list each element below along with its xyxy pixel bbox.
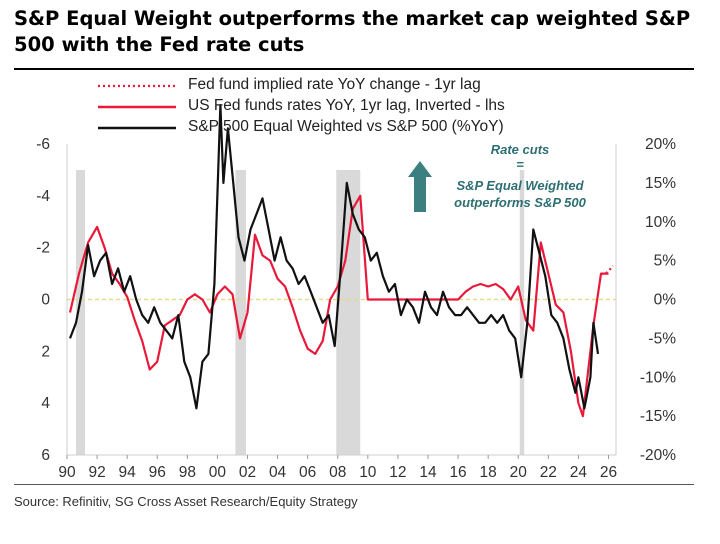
right-axis-tick-label: -10% [640,369,676,386]
left-axis-tick-label: 4 [41,395,50,412]
x-axis-tick-label: 98 [179,464,196,481]
annotation-line-2: = [516,157,524,172]
x-axis-tick-label: 14 [419,464,437,481]
x-axis-tick-label: 08 [329,464,346,481]
right-axis-tick-label: 0% [654,292,677,309]
recession-bands [76,170,525,455]
left-axis-tick-label: 0 [41,292,50,309]
recession-band-1 [235,170,246,455]
x-axis-tick-label: 02 [239,464,256,481]
legend-label-equal-weight: S&P 500 Equal Weighted vs S&P 500 (%YoY) [188,118,504,135]
series-line-equal-weight [68,104,600,410]
right-axis-tick-label: -20% [640,447,676,464]
x-axis-tick-label: 26 [600,464,617,481]
x-axis-tick-label: 04 [269,464,287,481]
legend-label-implied-rate: Fed fund implied rate YoY change - 1yr l… [188,76,481,93]
x-axis-tick-label: 22 [540,464,557,481]
left-axis-tick-label: -4 [36,188,50,205]
right-axis-tick-label: 10% [645,214,676,231]
legend-label-fed-funds: US Fed funds rates YoY, 1yr lag, Inverte… [188,97,505,114]
x-axis-tick-label: 12 [389,464,406,481]
x-axis-tick-label: 20 [510,464,528,481]
series-line-fed-funds [68,194,609,418]
annotation-line-4: outperforms S&P 500 [454,195,586,210]
legend-swatch-solid-red [98,105,176,109]
footer-divider [14,484,694,485]
annotation-group: Rate cuts = S&P Equal Weighted outperfor… [408,142,587,212]
series-line-implied-rate [601,265,614,275]
right-axis-tick-label: 5% [654,253,677,270]
right-axis-tick-label: 20% [645,136,676,153]
x-axis-tick-label: 92 [88,464,105,481]
annotation-line-3: S&P Equal Weighted [456,178,584,193]
x-axis-tick-label: 16 [449,464,466,481]
recession-band-0 [76,170,86,455]
axes: -6-4-2024620%15%10%5%0%-5%-10%-15%-20%90… [36,136,676,481]
right-axis-tick-label: -5% [648,330,676,347]
x-axis-tick-label: 96 [149,464,166,481]
right-axis-tick-label: -15% [640,408,676,425]
x-axis-tick-label: 00 [209,464,227,481]
left-axis-tick-label: 2 [41,343,50,360]
legend-swatch-dotted-red [98,84,176,88]
x-axis-tick-label: 10 [359,464,377,481]
x-axis-tick-label: 24 [570,464,588,481]
x-axis-tick-label: 06 [299,464,316,481]
legend-swatch-solid-black [98,126,176,130]
chart-title: S&P Equal Weight outperforms the market … [14,7,691,56]
recession-band-3 [519,170,525,455]
left-axis-tick-label: -6 [36,136,50,153]
x-axis-tick-label: 94 [119,464,137,481]
title-divider [14,68,694,70]
left-axis-tick-label: 6 [41,447,50,464]
x-axis-tick-label: 18 [480,464,497,481]
up-arrow-icon [408,161,432,212]
recession-band-2 [336,170,361,455]
source-note: Source: Refinitiv, SG Cross Asset Resear… [14,494,358,509]
left-axis-tick-label: -2 [36,240,50,257]
annotation-line-1: Rate cuts [491,142,550,157]
series-lines [68,104,614,418]
x-axis-tick-label: 90 [58,464,76,481]
right-axis-tick-label: 15% [645,175,676,192]
